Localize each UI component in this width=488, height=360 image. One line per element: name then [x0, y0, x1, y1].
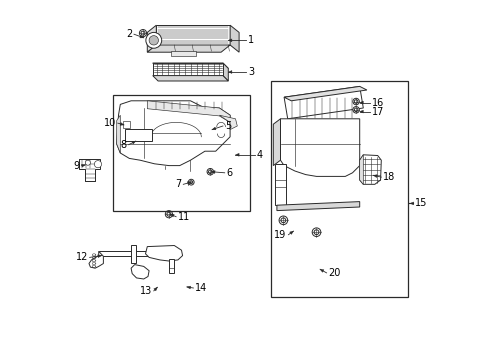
Text: 6: 6 [226, 168, 232, 178]
Circle shape [188, 179, 194, 185]
Polygon shape [409, 202, 413, 205]
Text: 15: 15 [414, 198, 427, 208]
Polygon shape [147, 25, 156, 52]
Circle shape [166, 212, 170, 216]
Text: 17: 17 [371, 107, 383, 117]
Circle shape [85, 160, 90, 165]
Polygon shape [320, 269, 323, 272]
Polygon shape [284, 86, 366, 101]
Polygon shape [131, 245, 136, 263]
Polygon shape [289, 231, 293, 234]
Bar [271, 81, 407, 297]
Polygon shape [147, 45, 230, 52]
Circle shape [352, 98, 359, 105]
Text: 5: 5 [224, 121, 230, 131]
Text: 9: 9 [74, 161, 80, 171]
Polygon shape [223, 63, 228, 81]
Circle shape [189, 181, 192, 184]
Polygon shape [211, 171, 215, 174]
Polygon shape [212, 127, 216, 130]
Polygon shape [99, 251, 179, 256]
Bar [113, 95, 249, 211]
Circle shape [281, 218, 285, 223]
Polygon shape [154, 287, 157, 291]
Polygon shape [359, 155, 363, 184]
Polygon shape [280, 119, 359, 176]
Polygon shape [117, 115, 120, 153]
Text: 7: 7 [175, 179, 181, 189]
Bar [170, 51, 196, 56]
Polygon shape [276, 202, 359, 211]
Polygon shape [230, 25, 239, 52]
Polygon shape [117, 101, 230, 166]
Circle shape [94, 161, 102, 168]
Circle shape [139, 30, 146, 37]
Text: 4: 4 [256, 150, 262, 160]
Text: 8: 8 [121, 140, 126, 150]
Bar [125, 129, 152, 141]
Text: 1: 1 [247, 35, 254, 45]
Polygon shape [98, 255, 102, 257]
Text: 14: 14 [195, 283, 207, 293]
Polygon shape [89, 251, 103, 268]
Circle shape [206, 168, 213, 175]
Circle shape [311, 228, 320, 237]
Polygon shape [235, 153, 239, 156]
Polygon shape [219, 115, 237, 130]
Text: 20: 20 [328, 268, 340, 278]
Text: 3: 3 [247, 67, 254, 77]
Text: 10: 10 [103, 118, 116, 128]
Polygon shape [81, 164, 85, 167]
Circle shape [149, 36, 158, 45]
Polygon shape [273, 119, 280, 166]
Circle shape [354, 100, 357, 103]
Polygon shape [152, 63, 223, 76]
Text: 18: 18 [382, 172, 394, 182]
Polygon shape [275, 164, 285, 205]
Polygon shape [132, 141, 136, 144]
Bar [85, 159, 95, 181]
Circle shape [279, 216, 287, 225]
Text: 19: 19 [274, 230, 286, 240]
Polygon shape [140, 35, 143, 38]
Polygon shape [373, 175, 376, 177]
Polygon shape [284, 86, 363, 119]
Polygon shape [79, 159, 101, 181]
Circle shape [352, 107, 359, 113]
Polygon shape [170, 214, 174, 217]
Polygon shape [359, 101, 363, 104]
Bar [168, 259, 174, 273]
Polygon shape [120, 122, 123, 125]
Text: 11: 11 [178, 212, 190, 222]
Circle shape [165, 211, 172, 218]
Polygon shape [152, 63, 228, 68]
Text: 16: 16 [371, 98, 383, 108]
Text: 2: 2 [126, 29, 132, 39]
Circle shape [313, 230, 318, 235]
Polygon shape [131, 265, 149, 279]
Polygon shape [359, 110, 363, 113]
Circle shape [354, 108, 357, 112]
Text: 12: 12 [75, 252, 88, 262]
Bar [79, 159, 97, 169]
Polygon shape [359, 155, 381, 184]
Polygon shape [228, 39, 231, 42]
Circle shape [145, 32, 162, 48]
Circle shape [208, 170, 212, 174]
Polygon shape [186, 286, 190, 289]
Polygon shape [187, 182, 191, 184]
Circle shape [141, 31, 144, 35]
Text: 13: 13 [140, 286, 152, 296]
Polygon shape [145, 246, 182, 261]
Bar [123, 121, 130, 128]
Polygon shape [156, 25, 230, 45]
Polygon shape [228, 71, 231, 73]
Polygon shape [147, 101, 230, 122]
Polygon shape [152, 76, 228, 81]
